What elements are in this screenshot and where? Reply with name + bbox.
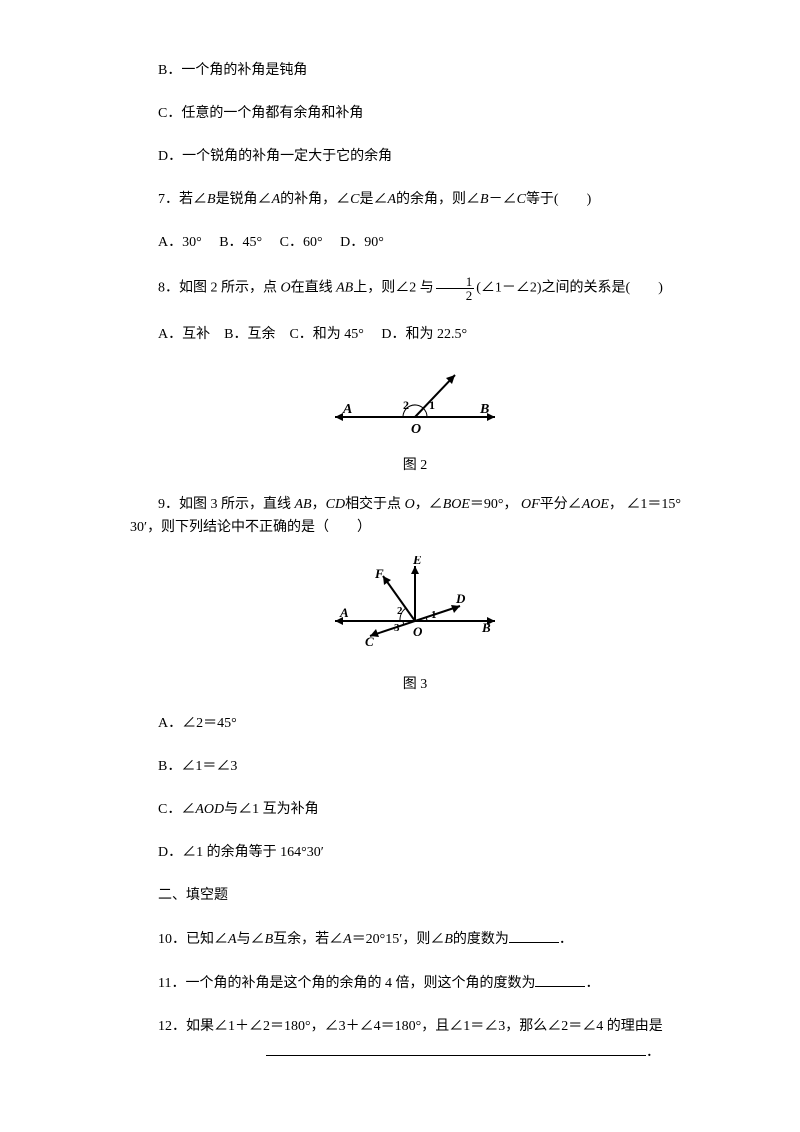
- figure-3-caption: 图 3: [130, 674, 700, 695]
- text: (∠1－∠2)之间的关系是( ): [476, 281, 663, 296]
- text: ，: [312, 497, 326, 512]
- denominator: 2: [436, 289, 475, 302]
- var-aod: AOD: [195, 802, 224, 817]
- text: ， ∠1＝15°: [609, 497, 681, 512]
- q9-option-d: D．∠1 的余角等于 164°30′: [130, 842, 700, 863]
- label-a: A: [339, 605, 349, 620]
- q7-options: A．30° B．45° C．60° D．90°: [130, 232, 700, 253]
- var-a: A: [228, 932, 237, 947]
- q12: 12．如果∠1＋∠2＝180°，∠3＋∠4＝180°，且∠1＝∠3，那么∠2＝∠…: [130, 1016, 700, 1037]
- text: 与∠1 互为补角: [224, 802, 319, 817]
- var-o: O: [405, 497, 415, 512]
- var-boe: BOE: [443, 497, 470, 512]
- q9-stem-line1: 9．如图 3 所示，直线 AB，CD相交于点 O，∠BOE＝90°， OF平分∠…: [130, 494, 700, 515]
- label-c: C: [365, 634, 374, 649]
- var-a2: A: [387, 192, 396, 207]
- fill-blank[interactable]: [509, 928, 559, 943]
- text: 与∠: [237, 932, 265, 947]
- page-content: B．一个角的补角是钝角 C．任意的一个角都有余角和补角 D．一个锐角的补角一定大…: [0, 0, 800, 1103]
- text: ＝20°15′，则∠: [352, 932, 445, 947]
- text: ＝90°，: [470, 497, 521, 512]
- var-b: B: [265, 932, 274, 947]
- text: 互余，若∠: [273, 932, 343, 947]
- text: ．: [646, 1045, 660, 1060]
- var-a: A: [272, 192, 281, 207]
- figure-3: E F D B A C O 1 2 3: [130, 556, 700, 656]
- var-b2: B: [444, 932, 453, 947]
- q9-stem-line2: 30′，则下列结论中不正确的是（ ）: [130, 517, 700, 538]
- text: ，∠: [415, 497, 443, 512]
- label-2: 2: [397, 605, 403, 617]
- label-o: O: [413, 624, 423, 639]
- label-b: B: [481, 620, 491, 635]
- q9-option-b: B．∠1＝∠3: [130, 756, 700, 777]
- text: 的余角，则∠: [396, 192, 480, 207]
- fill-blank[interactable]: [266, 1041, 646, 1056]
- text: 在直线: [291, 281, 337, 296]
- q9-option-c: C．∠AOD与∠1 互为补角: [130, 799, 700, 820]
- option-d: D．一个锐角的补角一定大于它的余角: [130, 146, 700, 167]
- q10: 10．已知∠A与∠B互余，若∠A＝20°15′，则∠B的度数为．: [130, 928, 700, 950]
- var-b: B: [207, 192, 216, 207]
- text: C．∠: [158, 802, 195, 817]
- text: 平分∠: [540, 497, 582, 512]
- label-d: D: [455, 591, 466, 606]
- option-b: B．一个角的补角是钝角: [130, 60, 700, 81]
- label-a: A: [342, 402, 352, 417]
- q7-stem: 7．若∠B是锐角∠A的补角，∠C是∠A的余角，则∠B－∠C等于( ): [130, 189, 700, 210]
- var-cd: CD: [326, 497, 345, 512]
- text: 是锐角∠: [216, 192, 272, 207]
- text: 8．如图 2 所示，点: [158, 281, 281, 296]
- fill-blank[interactable]: [535, 972, 585, 987]
- figure-2-caption: 图 2: [130, 455, 700, 476]
- var-ab: AB: [295, 497, 312, 512]
- text: 的补角，∠: [280, 192, 350, 207]
- text: 上，则∠2 与: [353, 281, 434, 296]
- fraction: 12: [436, 275, 475, 302]
- label-b: B: [479, 402, 489, 417]
- numerator: 1: [436, 275, 475, 289]
- var-of: OF: [521, 497, 540, 512]
- label-3: 3: [394, 622, 400, 634]
- label-2: 2: [403, 398, 409, 412]
- var-ab: AB: [336, 281, 353, 296]
- label-e: E: [412, 556, 422, 567]
- text: 12．如果∠1＋∠2＝180°，∠3＋∠4＝180°，且∠1＝∠3，那么∠2＝∠…: [158, 1019, 663, 1034]
- var-c2: C: [517, 192, 526, 207]
- q8-stem: 8．如图 2 所示，点 O在直线 AB上，则∠2 与12(∠1－∠2)之间的关系…: [130, 275, 700, 302]
- q11: 11．一个角的补角是这个角的余角的 4 倍，则这个角的度数为 ．: [130, 972, 700, 994]
- text: 的度数为: [453, 932, 509, 947]
- text: 11．一个角的补角是这个角的余角的 4 倍，则这个角的度数为: [158, 976, 535, 991]
- q8-options: A．互补 B．互余 C．和为 45° D．和为 22.5°: [130, 324, 700, 345]
- section-2-title: 二、填空题: [130, 885, 700, 906]
- label-1: 1: [431, 609, 437, 621]
- q9-option-a: A．∠2＝45°: [130, 713, 700, 734]
- label-f: F: [374, 566, 384, 581]
- label-o: O: [411, 422, 421, 437]
- var-aoe: AOE: [582, 497, 609, 512]
- text: 是∠: [359, 192, 387, 207]
- text: 9．如图 3 所示，直线: [158, 497, 295, 512]
- text: ．: [585, 976, 599, 991]
- option-c: C．任意的一个角都有余角和补角: [130, 103, 700, 124]
- text: 等于( ): [526, 192, 591, 207]
- text: －∠: [489, 192, 517, 207]
- var-b2: B: [480, 192, 489, 207]
- var-o: O: [281, 281, 291, 296]
- text: ．: [559, 932, 573, 947]
- figure-2: 1 2 A B O: [130, 367, 700, 437]
- text: 7．若∠: [158, 192, 207, 207]
- text: 10．已知∠: [158, 932, 228, 947]
- label-1: 1: [429, 398, 435, 412]
- q12-blank-row: ．: [130, 1041, 700, 1063]
- var-a2: A: [343, 932, 352, 947]
- text: 相交于点: [345, 497, 405, 512]
